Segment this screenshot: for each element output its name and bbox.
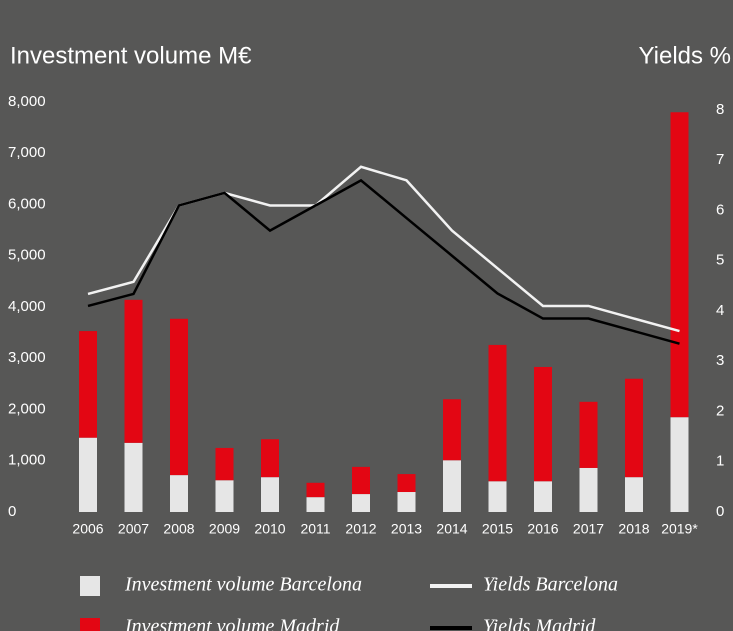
y2-axis-title: Yields %: [639, 42, 731, 69]
line: [87, 178, 680, 345]
x-tick-label: 2008: [163, 521, 194, 537]
legend-label: Investment volume Madrid: [124, 616, 340, 631]
y-tick-label: 1,000: [8, 452, 46, 469]
y2-tick-label: 3: [716, 352, 724, 369]
bar: [124, 299, 143, 443]
bar: [579, 467, 598, 512]
bar: [670, 417, 689, 512]
bar: [670, 112, 689, 418]
bar: [170, 475, 188, 512]
legend-swatch: [80, 618, 100, 631]
legend-swatch: [430, 626, 472, 630]
bar: [306, 497, 325, 512]
y-axis-title: Investment volume M€: [10, 42, 252, 69]
y-tick-label: 4,000: [8, 298, 46, 315]
bar: [397, 474, 416, 493]
legend-label: Yields Madrid: [483, 616, 596, 631]
y2-tick-label: 5: [716, 252, 724, 269]
legend-label: Yields Barcelona: [483, 574, 618, 596]
y-tick-label: 6,000: [8, 195, 46, 212]
bar: [534, 481, 552, 512]
y2-tick-label: 2: [716, 402, 724, 419]
legend-label: Investment volume Barcelona: [124, 574, 362, 596]
bar: [625, 477, 643, 512]
bar: [261, 439, 279, 478]
x-tick-label: 2018: [618, 521, 649, 537]
y2-tick-label: 4: [716, 302, 724, 319]
x-tick-label: 2011: [300, 521, 330, 537]
x-tick-label: 2009: [209, 521, 240, 537]
bar: [443, 399, 461, 461]
x-tick-label: 2014: [436, 521, 467, 537]
bar: [488, 481, 507, 512]
bar: [124, 442, 143, 512]
x-tick-label: 2016: [527, 521, 558, 537]
y-tick-label: 5,000: [8, 247, 46, 264]
x-tick-label: 2006: [72, 521, 103, 537]
bar: [261, 477, 279, 512]
bar: [79, 331, 97, 438]
bar: [625, 378, 643, 478]
x-tick-label: 2017: [573, 521, 604, 537]
y-tick-label: 8,000: [8, 93, 46, 110]
bar: [79, 437, 97, 512]
bar: [215, 480, 234, 512]
x-tick-label: 2012: [345, 521, 376, 537]
x-tick-label: 2007: [118, 521, 149, 537]
y-tick-label: 3,000: [8, 349, 46, 366]
line: [87, 165, 680, 333]
y2-tick-label: 0: [716, 503, 724, 520]
legend-swatch: [430, 584, 472, 588]
y2-tick-label: 8: [716, 101, 724, 118]
y-tick-label: 7,000: [8, 144, 46, 161]
legend-swatch: [80, 576, 100, 596]
x-tick-label: 2015: [482, 521, 513, 537]
y2-tick-label: 1: [716, 453, 724, 470]
bar: [443, 460, 461, 512]
y2-tick-label: 6: [716, 201, 724, 218]
y-tick-label: 2,000: [8, 400, 46, 417]
bar: [215, 447, 234, 481]
y-tick-label: 0: [8, 503, 16, 520]
x-tick-label: 2010: [254, 521, 285, 537]
bar: [306, 482, 325, 498]
bar: [534, 366, 552, 482]
y2-tick-label: 7: [716, 151, 724, 168]
bar: [170, 318, 188, 476]
bar: [397, 492, 416, 512]
bar: [488, 344, 507, 482]
x-tick-label: 2013: [391, 521, 422, 537]
bar: [352, 494, 370, 512]
x-tick-label: 2019*: [661, 521, 698, 537]
bar: [352, 466, 370, 495]
bar: [579, 401, 598, 468]
